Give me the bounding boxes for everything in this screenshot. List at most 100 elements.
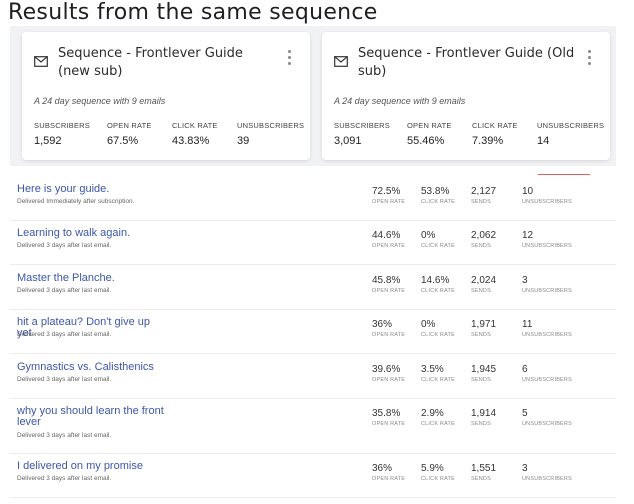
metric-label: OPEN RATE [407,121,452,130]
stat-label: UNSUBSCRIBERS [522,377,572,383]
page-title: Results from the same sequence [8,0,378,25]
stat-sends: 1,971 SENDS [471,319,496,338]
stat-unsubscribers: 3 UNSUBSCRIBERS [522,463,572,482]
email-subject-link[interactable]: Learning to walk again. [17,227,131,239]
sequence-card-old-sub[interactable]: Sequence - Frontlever Guide (Old sub) A … [322,32,610,160]
stat-sends: 1,914 SENDS [471,408,496,427]
envelope-icon [34,56,48,67]
divider-accent [538,174,590,175]
stat-open-rate: 44.6% OPEN RATE [372,230,405,249]
email-subject-link[interactable]: hit a plateau? Don't give up yet [17,316,150,339]
delivery-timing: Delivered 3 days after last email. [17,331,112,338]
metric-value: 67.5% [107,135,139,147]
stat-label: OPEN RATE [372,243,406,249]
stat-unsubscribers: 10 UNSUBSCRIBERS [522,186,572,205]
delivery-timing: Delivered 3 days after last email. [17,376,112,383]
email-row[interactable]: Master the Planche. Delivered 3 days afte… [10,265,616,310]
sequence-title[interactable]: Sequence - Frontlever Guide (Old sub) [358,46,575,79]
stat-open-rate: 45.8% OPEN RATE [372,275,405,294]
metric-value: 39 [237,135,250,147]
stat-value: 2,024 [471,275,497,286]
stat-open-rate: 39.6% OPEN RATE [372,364,405,383]
metric-value: 43.83% [172,135,210,147]
stat-sends: 2,024 SENDS [471,275,496,294]
stat-value: 1,971 [471,319,497,330]
stat-value: 44.6% [372,230,401,241]
stat-label: UNSUBSCRIBERS [522,332,572,338]
stat-label: CLICK RATE [421,476,455,482]
stat-value: 5 [522,408,528,419]
more-options-icon[interactable] [288,50,292,68]
stat-label: SENDS [471,332,491,338]
email-row[interactable]: hit a plateau? Don't give up yet Delivere… [10,309,616,354]
stat-sends: 2,127 SENDS [471,186,496,205]
email-row[interactable]: Learning to walk again. Delivered 3 days … [10,220,616,265]
stat-label: OPEN RATE [372,377,406,383]
stat-value: 36% [372,463,393,474]
stat-click-rate: 14.6% CLICK RATE [421,275,455,294]
metric-open-rate: OPEN RATE 55.46% [407,121,452,147]
email-subject-link[interactable]: I delivered on my promise [17,460,143,472]
email-row[interactable]: Here is your guide. Delivered Immediately… [10,176,616,221]
stat-click-rate: 0% CLICK RATE [421,230,455,249]
sequence-description: A 24 day sequence with 9 emails [34,96,166,106]
email-subject-link[interactable]: Master the Planche. [17,272,115,284]
stat-unsubscribers: 5 UNSUBSCRIBERS [522,408,572,427]
metric-subscribers: SUBSCRIBERS 3,091 [334,121,390,147]
stat-open-rate: 36% OPEN RATE [372,463,405,482]
metric-open-rate: OPEN RATE 67.5% [107,121,152,147]
stat-sends: 1,945 SENDS [471,364,496,383]
email-row[interactable]: why you should learn the front lever Deli… [10,398,616,454]
delivery-timing: Delivered 3 days after last email. [17,432,112,439]
sequence-card-new-sub[interactable]: Sequence - Frontlever Guide (new sub) A … [22,32,310,160]
metric-label: CLICK RATE [172,121,218,130]
email-subject-link[interactable]: Here is your guide. [17,183,110,195]
stat-label: UNSUBSCRIBERS [522,243,572,249]
email-row[interactable]: Gymnastics vs. Calisthenics Delivered 3 d… [10,354,616,399]
stat-label: UNSUBSCRIBERS [522,421,572,427]
stat-value: 0% [421,319,436,330]
delivery-timing: Delivered 3 days after last email. [17,242,112,249]
email-row[interactable]: I delivered on my promise Delivered 3 day… [10,453,616,498]
stat-label: OPEN RATE [372,332,406,338]
stat-value: 3 [522,463,528,474]
stat-value: 11 [522,319,533,330]
sequence-metrics: SUBSCRIBERS 3,091 OPEN RATE 55.46% CLICK… [334,121,604,151]
stat-click-rate: 53.8% CLICK RATE [421,186,455,205]
email-subject-link[interactable]: Gymnastics vs. Calisthenics [17,361,154,373]
metric-subscribers: SUBSCRIBERS 1,592 [34,121,90,147]
metric-unsubscribers: UNSUBSCRIBERS 39 [237,121,304,147]
delivery-timing: Delivered Immediately after subscription… [17,198,135,205]
stat-label: OPEN RATE [372,288,406,294]
stat-value: 1,945 [471,364,497,375]
stat-label: SENDS [471,377,491,383]
stat-open-rate: 72.5% OPEN RATE [372,186,405,205]
more-options-icon[interactable] [588,50,592,68]
stat-label: SENDS [471,421,491,427]
delivery-timing: Delivered 3 days after last email. [17,287,112,294]
metric-label: OPEN RATE [107,121,152,130]
stat-value: 10 [522,186,534,197]
stat-label: CLICK RATE [421,199,455,205]
stat-label: CLICK RATE [421,377,455,383]
metric-value: 1,592 [34,135,62,147]
stat-value: 2,127 [471,186,497,197]
stat-value: 2.9% [421,408,444,419]
stat-sends: 1,551 SENDS [471,463,496,482]
stat-unsubscribers: 12 UNSUBSCRIBERS [522,230,572,249]
stat-click-rate: 0% CLICK RATE [421,319,455,338]
sequence-title[interactable]: Sequence - Frontlever Guide (new sub) [58,46,243,79]
stat-value: 0% [421,230,436,241]
metric-click-rate: CLICK RATE 7.39% [472,121,518,147]
delivery-timing: Delivered 3 days after last email. [17,475,112,482]
stat-label: OPEN RATE [372,199,406,205]
stat-value: 53.8% [421,186,450,197]
stat-label: OPEN RATE [372,476,406,482]
stat-value: 2,062 [471,230,497,241]
stat-click-rate: 2.9% CLICK RATE [421,408,455,427]
email-subject-link[interactable]: why you should learn the front lever [17,405,164,428]
stat-unsubscribers: 11 UNSUBSCRIBERS [522,319,572,338]
stat-click-rate: 3.5% CLICK RATE [421,364,455,383]
metric-unsubscribers: UNSUBSCRIBERS 14 [537,121,604,147]
envelope-icon [334,56,348,67]
